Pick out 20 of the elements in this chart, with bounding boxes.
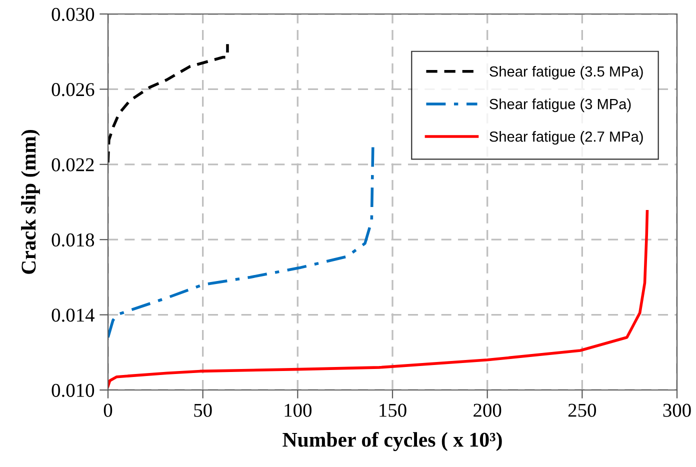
y-tick-label: 0.030	[52, 8, 94, 22]
x-tick-label: 300	[663, 404, 691, 417]
y-tick-label: 0.022	[52, 158, 94, 172]
y-tick-label: 0.026	[52, 83, 94, 96]
y-tick-label: 0.018	[52, 233, 94, 247]
x-tick-label: 250	[568, 404, 596, 417]
x-tick-label: 0	[104, 404, 112, 417]
legend-label: Shear fatigue (2.7 MPa)	[490, 131, 643, 145]
y-axis-title: Crack slip (mm)	[21, 130, 40, 274]
x-axis-title: Number of cycles ( x 10³)	[282, 432, 502, 452]
x-tick-label: 100	[284, 404, 312, 417]
x-tick-label: 50	[194, 404, 212, 417]
line-series	[108, 42, 229, 164]
y-tick-label: 0.010	[52, 384, 94, 398]
legend-label: Shear fatigue (3 MPa)	[490, 98, 631, 112]
x-tick-label: 150	[380, 404, 406, 417]
legend-label: Shear fatigue (3.5 MPa)	[490, 66, 643, 80]
y-tick-label: 0.014	[52, 308, 94, 322]
line-series	[108, 210, 649, 388]
x-tick-label: 200	[474, 404, 502, 417]
